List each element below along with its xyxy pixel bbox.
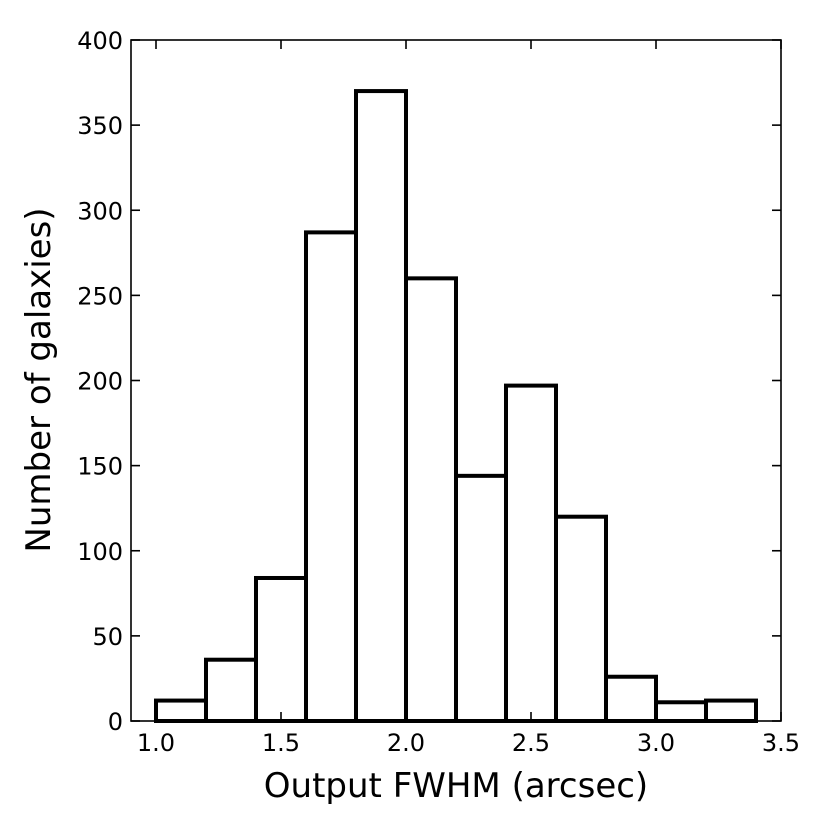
y-tick-label-4: 200 xyxy=(77,368,123,396)
histogram-bar-1 xyxy=(204,657,258,724)
histogram-bars xyxy=(154,89,758,724)
x-tick-label-2: 2.0 xyxy=(387,729,425,757)
histogram-bar-11 xyxy=(704,698,758,724)
x-tick-labels: 1.0 1.5 2.0 2.5 3.0 3.5 xyxy=(137,729,800,757)
x-tick-label-1: 1.5 xyxy=(262,729,300,757)
histogram-bar-3 xyxy=(304,230,358,723)
y-tick-label-5: 250 xyxy=(77,282,123,310)
x-tick-label-5: 3.5 xyxy=(762,729,800,757)
x-tick-label-3: 2.5 xyxy=(512,729,550,757)
y-tick-label-0: 0 xyxy=(108,708,123,736)
y-tick-labels: 0 50 100 150 200 250 300 350 400 xyxy=(77,27,123,736)
histogram-bar-10 xyxy=(654,700,708,724)
y-tick-label-7: 350 xyxy=(77,112,123,140)
y-axis-title: Number of galaxies) xyxy=(19,207,59,552)
y-tick-label-2: 100 xyxy=(77,538,123,566)
plot-frame xyxy=(130,39,782,722)
histogram-bar-8 xyxy=(554,514,608,724)
histogram-bar-0 xyxy=(154,698,208,724)
x-tick-label-4: 3.0 xyxy=(637,729,675,757)
histogram-bar-2 xyxy=(254,575,308,723)
y-tick-label-3: 150 xyxy=(77,453,123,481)
y-tick-label-8: 400 xyxy=(77,27,123,55)
x-tick-label-0: 1.0 xyxy=(137,729,175,757)
histogram-bar-5 xyxy=(404,276,458,723)
y-tick-label-1: 50 xyxy=(92,623,123,651)
x-axis-title: Output FWHM (arcsec) xyxy=(264,766,648,806)
histogram-bar-7 xyxy=(504,383,558,723)
histogram-bar-6 xyxy=(454,473,508,723)
y-tick-label-6: 300 xyxy=(77,197,123,225)
histogram-bar-9 xyxy=(604,674,658,723)
histogram-bar-4 xyxy=(354,89,408,723)
